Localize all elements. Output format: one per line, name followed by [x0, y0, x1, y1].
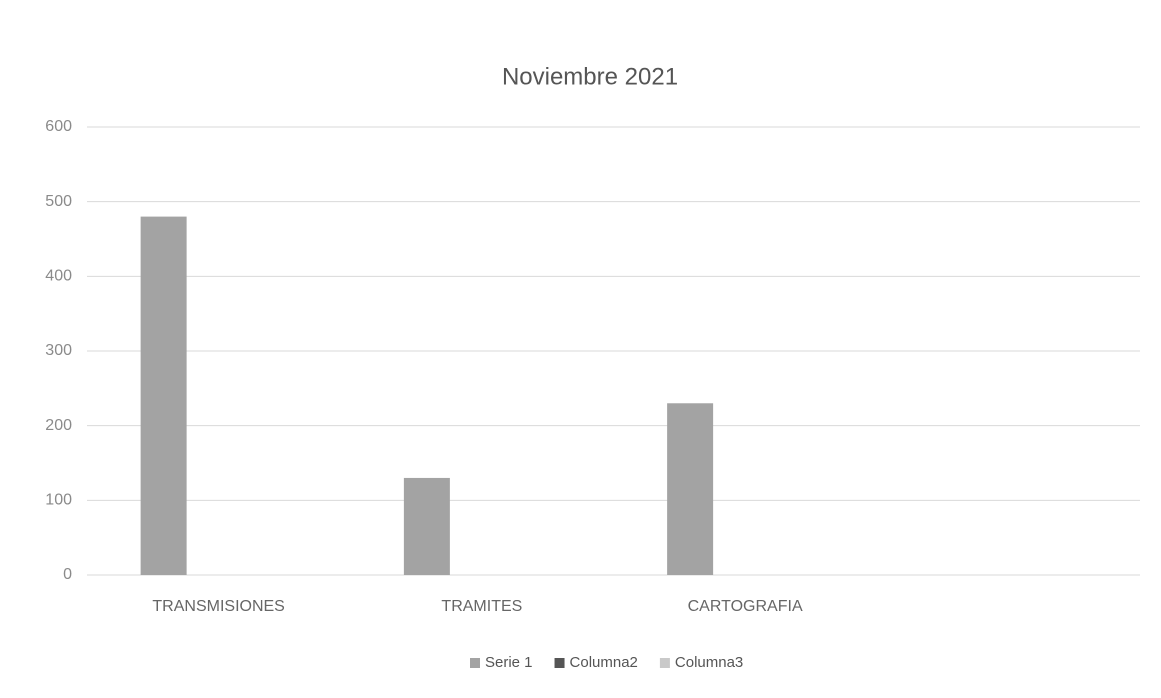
- y-tick-label: 100: [45, 492, 72, 509]
- bar: [140, 216, 187, 575]
- legend-label: Serie 1: [485, 654, 533, 671]
- legend-label: Columna2: [570, 654, 638, 671]
- y-tick-label: 300: [45, 342, 72, 359]
- y-tick-label: 200: [45, 417, 72, 434]
- x-tick-label: TRANSMISIONES: [152, 598, 284, 615]
- legend-swatch: [659, 658, 670, 668]
- legend-label: Columna3: [675, 654, 743, 671]
- y-tick-label: 500: [45, 193, 72, 210]
- y-tick-label: 600: [45, 118, 72, 135]
- legend-swatch: [470, 658, 480, 668]
- chart-title: Noviembre 2021: [502, 63, 678, 90]
- bar: [667, 403, 714, 575]
- bar: [403, 477, 450, 575]
- y-tick-label: 400: [45, 268, 72, 285]
- x-tick-label: CARTOGRAFIA: [688, 598, 803, 615]
- y-tick-label: 0: [63, 566, 72, 583]
- x-tick-label: TRAMITES: [441, 598, 522, 615]
- legend-swatch: [554, 658, 565, 668]
